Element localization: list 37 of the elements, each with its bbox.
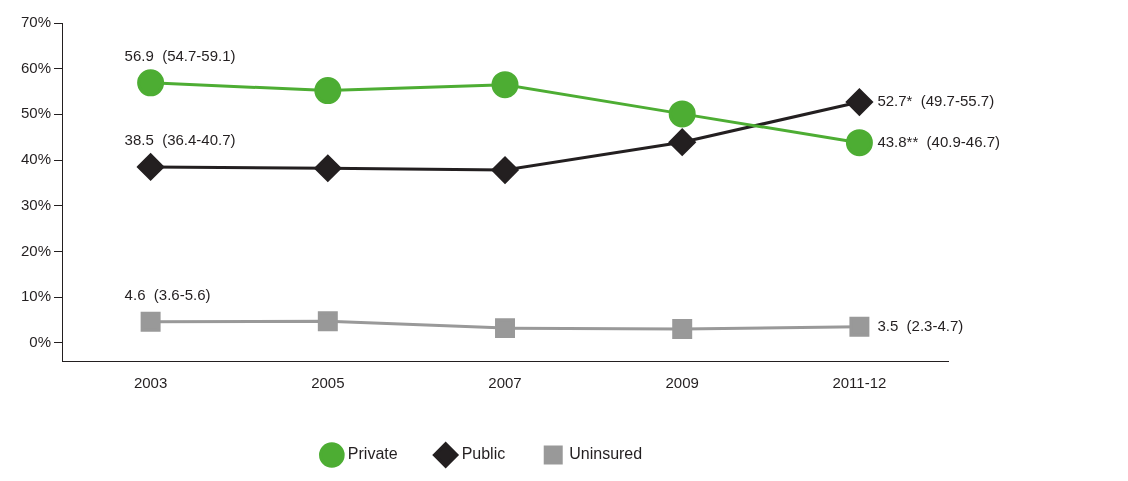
y-tick-label: 30% — [20, 195, 52, 213]
data-label: 43.8** (40.9-46.7) — [877, 132, 1000, 150]
point — [317, 311, 338, 332]
point — [137, 153, 165, 181]
y-tick-label: 0% — [29, 332, 52, 350]
point — [672, 319, 693, 340]
x-tick-label: 2003 — [133, 374, 168, 392]
data-label: 56.9 (54.7-59.1) — [124, 46, 236, 64]
point — [491, 71, 519, 99]
x-tick-label: 2009 — [665, 374, 699, 392]
y-tick-label: 60% — [20, 58, 52, 76]
point — [140, 311, 161, 332]
legend-label: Public — [461, 445, 506, 463]
y-tick-label: 10% — [20, 287, 52, 305]
point — [668, 128, 696, 156]
data-label: 52.7* (49.7-55.7) — [877, 92, 995, 110]
point — [495, 318, 515, 339]
point — [668, 100, 696, 128]
x-tick-label: 2007 — [488, 374, 522, 392]
point — [849, 316, 870, 337]
x-tick-label: 2011-12 — [832, 374, 887, 392]
point — [314, 154, 342, 182]
y-tick-label: 50% — [20, 104, 52, 122]
data-label: 3.5 (2.3-4.7) — [877, 316, 964, 334]
data-label: 4.6 (3.6-5.6) — [124, 285, 211, 303]
data-label: 38.5 (36.4-40.7) — [124, 131, 236, 149]
legend-label: Private — [347, 445, 398, 463]
point — [137, 69, 165, 97]
x-tick-label: 2005 — [311, 374, 345, 392]
y-tick-label: 70% — [20, 13, 52, 31]
point — [845, 129, 873, 157]
y-tick-label: 40% — [20, 150, 52, 168]
point — [845, 88, 873, 116]
legend-label: Uninsured — [569, 445, 643, 463]
point — [314, 77, 342, 105]
point — [491, 156, 519, 184]
y-tick-label: 20% — [20, 241, 52, 259]
